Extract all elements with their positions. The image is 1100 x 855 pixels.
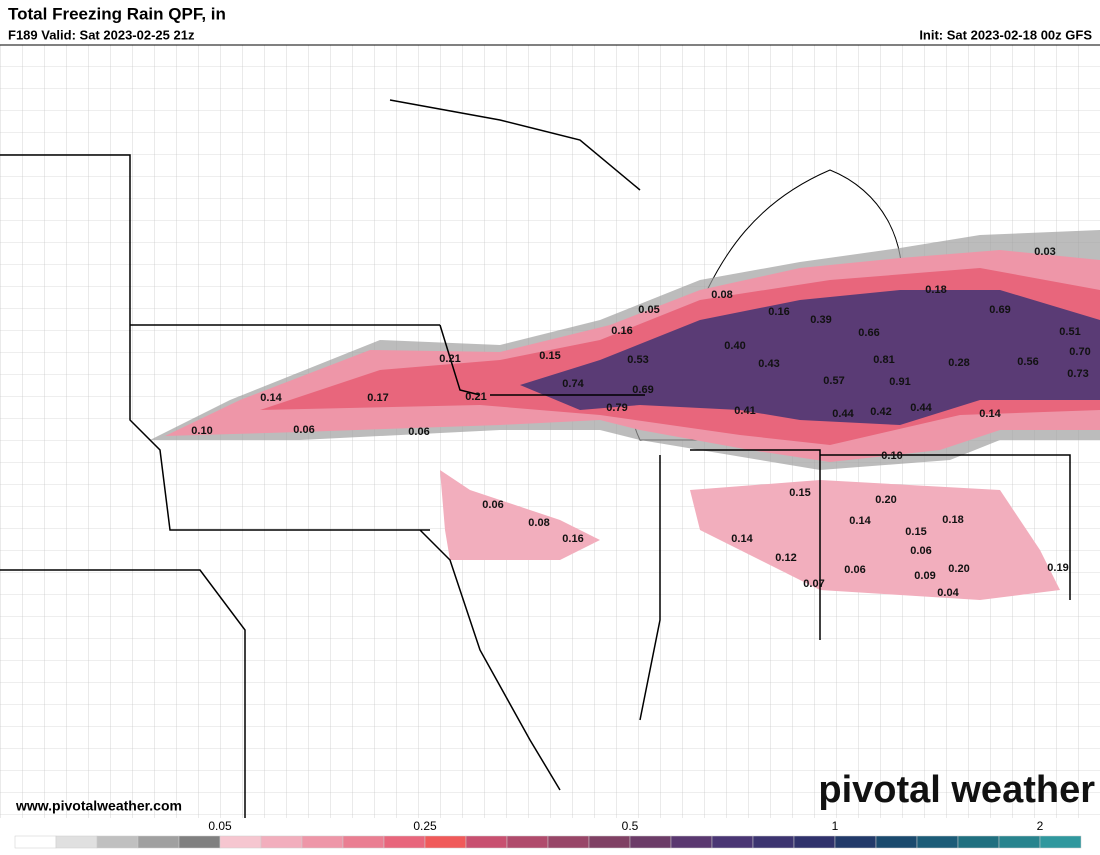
map-value-label: 0.57	[823, 375, 844, 387]
map-value-label: 0.12	[775, 552, 796, 564]
legend-swatch	[55, 835, 98, 849]
legend-swatch	[301, 835, 344, 849]
legend-swatch	[14, 835, 57, 849]
map-value-label: 0.06	[408, 426, 429, 438]
header-bg	[0, 0, 1100, 45]
map-value-label: 0.66	[858, 327, 879, 339]
map-value-label: 0.43	[758, 358, 779, 370]
map-value-label: 0.06	[910, 545, 931, 557]
map-value-label: 0.73	[1067, 368, 1088, 380]
map-value-label: 0.08	[528, 517, 549, 529]
legend-swatch	[916, 835, 959, 849]
map-value-label: 0.16	[611, 325, 632, 337]
map-value-label: 0.56	[1017, 356, 1038, 368]
map-value-label: 0.16	[562, 533, 583, 545]
map-value-label: 0.69	[632, 384, 653, 396]
legend-swatch	[998, 835, 1041, 849]
title: Total Freezing Rain QPF, in	[8, 4, 226, 23]
map-value-label: 0.70	[1069, 346, 1090, 358]
map-value-label: 0.17	[367, 392, 388, 404]
map-value-label: 0.18	[942, 514, 963, 526]
init-time: Init: Sat 2023-02-18 00z GFS	[919, 27, 1092, 42]
map-value-label: 0.53	[627, 354, 648, 366]
map-value-label: 0.20	[875, 494, 896, 506]
legend-swatch	[506, 835, 549, 849]
logo: pivotal weather	[818, 769, 1095, 811]
map-value-label: 0.15	[539, 350, 560, 362]
map-value-label: 0.07	[803, 578, 824, 590]
map-value-label: 0.10	[191, 425, 212, 437]
valid-time: F189 Valid: Sat 2023-02-25 21z	[8, 27, 195, 42]
legend-swatch	[711, 835, 754, 849]
map-value-label: 0.14	[979, 408, 1001, 420]
legend-tick-label: 1	[832, 819, 839, 833]
map-value-label: 0.06	[293, 424, 314, 436]
legend-tick-label: 2	[1037, 819, 1044, 833]
map-value-label: 0.14	[849, 515, 871, 527]
legend-swatch	[670, 835, 713, 849]
map-value-label: 0.91	[889, 376, 910, 388]
map-value-label: 0.44	[910, 402, 932, 414]
map-value-label: 0.04	[937, 587, 959, 599]
legend-swatch	[957, 835, 1000, 849]
map-value-label: 0.03	[1034, 246, 1055, 258]
map-value-label: 0.14	[731, 533, 753, 545]
legend-swatch	[588, 835, 631, 849]
legend-tick-label: 0.05	[208, 819, 232, 833]
legend-swatch	[875, 835, 918, 849]
legend: 0.05 0.25 0.5 1 2	[14, 819, 1082, 849]
map-value-label: 0.06	[482, 499, 503, 511]
legend-tick-label: 0.5	[622, 819, 639, 833]
legend-swatch	[383, 835, 426, 849]
legend-swatch	[219, 835, 262, 849]
map-value-label: 0.79	[606, 402, 627, 414]
map-value-label: 0.19	[1047, 562, 1068, 574]
map-value-label: 0.20	[948, 563, 969, 575]
legend-tick-label: 0.25	[413, 819, 437, 833]
website: www.pivotalweather.com	[15, 798, 182, 814]
map-value-label: 0.81	[873, 354, 894, 366]
map-value-label: 0.10	[881, 450, 902, 462]
map-value-label: 0.14	[260, 392, 282, 404]
legend-swatch	[1039, 835, 1082, 849]
legend-swatch	[137, 835, 180, 849]
legend-swatch	[424, 835, 467, 849]
legend-swatch	[96, 835, 139, 849]
legend-swatch	[260, 835, 303, 849]
map-value-label: 0.16	[768, 306, 789, 318]
shade-purple	[520, 290, 1100, 425]
legend-swatch	[547, 835, 590, 849]
shade-south	[440, 470, 1060, 600]
map-value-label: 0.74	[562, 378, 584, 390]
legend-swatch	[629, 835, 672, 849]
map-value-label: 0.15	[789, 487, 810, 499]
map-value-label: 0.28	[948, 357, 969, 369]
map-value-label: 0.21	[465, 391, 486, 403]
legend-swatch	[342, 835, 385, 849]
legend-swatch	[752, 835, 795, 849]
map-value-label: 0.51	[1059, 326, 1080, 338]
map-value-label: 0.40	[724, 340, 745, 352]
map-value-label: 0.42	[870, 406, 891, 418]
legend-swatch	[834, 835, 877, 849]
state-borders	[0, 99, 1071, 818]
legend-swatch	[178, 835, 221, 849]
map-value-label: 0.44	[832, 408, 854, 420]
map-value-label: 0.69	[989, 304, 1010, 316]
map-value-label: 0.39	[810, 314, 831, 326]
map-value-label: 0.18	[925, 284, 946, 296]
map-labels: 0.03 0.18 0.08 0.05 0.16 0.39 0.69 0.66 0.51 0.16…	[191, 246, 1090, 599]
legend-swatch	[465, 835, 508, 849]
map-value-label: 0.08	[711, 289, 732, 301]
legend-swatch	[793, 835, 836, 849]
map-value-label: 0.41	[734, 405, 755, 417]
map-value-label: 0.06	[844, 564, 865, 576]
map-value-label: 0.21	[439, 353, 460, 365]
map-value-label: 0.09	[914, 570, 935, 582]
map-value-label: 0.05	[638, 304, 659, 316]
map-value-label: 0.15	[905, 526, 926, 538]
